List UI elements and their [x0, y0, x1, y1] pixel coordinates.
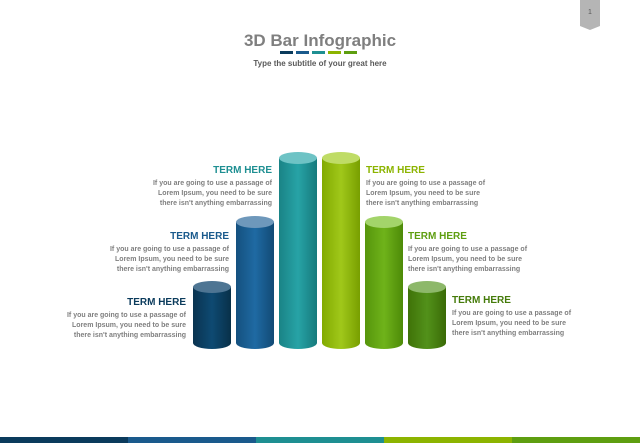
bar-2	[236, 216, 274, 349]
term-block-3: TERM HERE If you are going to use a pass…	[92, 165, 272, 209]
term-line: If you are going to use a passage of	[152, 180, 272, 187]
bottom-color-strip	[0, 437, 640, 443]
term-block-4: TERM HERE If you are going to use a pass…	[366, 165, 546, 209]
term-line: If you are going to use a passage of	[408, 246, 528, 253]
term-line: there isn't anything embarrassing	[73, 332, 186, 339]
term-line: If you are going to use a passage of	[109, 246, 229, 253]
title-underline	[280, 51, 357, 54]
term-block-6: TERM HERE If you are going to use a pass…	[452, 295, 632, 339]
term-line: Lorem Ipsum, you need to be sure	[115, 256, 229, 263]
term-line: Lorem Ipsum, you need to be sure	[72, 322, 186, 329]
bar-4	[322, 152, 360, 349]
term-line: Lorem Ipsum, you need to be sure	[408, 256, 522, 263]
page-subtitle: Type the subtitle of your great here	[253, 59, 387, 68]
bar-3	[279, 152, 317, 349]
term-line: Lorem Ipsum, you need to be sure	[366, 190, 480, 197]
bar-5	[365, 216, 403, 349]
term-line: there isn't anything embarrassing	[408, 266, 521, 273]
term-line: there isn't anything embarrassing	[159, 200, 272, 207]
term-line: there isn't anything embarrassing	[366, 200, 479, 207]
term-title: TERM HERE	[213, 165, 272, 176]
term-line: there isn't anything embarrassing	[452, 330, 565, 337]
term-line: there isn't anything embarrassing	[116, 266, 229, 273]
bar-1	[193, 281, 231, 349]
term-title: TERM HERE	[366, 165, 425, 176]
term-title: TERM HERE	[408, 231, 467, 242]
term-line: If you are going to use a passage of	[452, 310, 572, 317]
term-block-5: TERM HERE If you are going to use a pass…	[408, 231, 588, 275]
term-line: Lorem Ipsum, you need to be sure	[452, 320, 566, 327]
page-number: 1	[588, 9, 592, 16]
term-line: If you are going to use a passage of	[66, 312, 186, 319]
term-title: TERM HERE	[452, 295, 511, 306]
page-badge	[580, 0, 600, 30]
term-block-1: TERM HERE If you are going to use a pass…	[6, 297, 186, 341]
term-line: If you are going to use a passage of	[366, 180, 486, 187]
term-line: Lorem Ipsum, you need to be sure	[158, 190, 272, 197]
term-title: TERM HERE	[127, 297, 186, 308]
term-block-2: TERM HERE If you are going to use a pass…	[49, 231, 229, 275]
page-title: 3D Bar Infographic	[243, 31, 397, 50]
term-title: TERM HERE	[170, 231, 229, 242]
bar-6	[408, 281, 446, 349]
